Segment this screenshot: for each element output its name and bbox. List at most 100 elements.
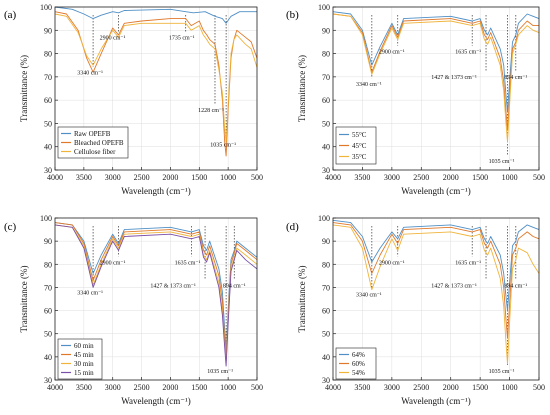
y-tick-label: 30 (44, 166, 52, 175)
y-tick-label: 80 (44, 50, 52, 59)
x-tick-label: 3000 (105, 173, 121, 182)
y-tick-label: 100 (318, 214, 330, 223)
y-tick-label: 60 (322, 96, 330, 105)
series-line-35-c (332, 13, 540, 143)
peak-annotation: 3340 cm⁻¹ (356, 82, 382, 88)
peak-annotation: 1735 cm⁻¹ (169, 36, 195, 42)
x-tick-label: 2000 (443, 383, 459, 392)
x-tick-label: 4000 (47, 383, 63, 392)
peak-annotation: 2900 cm⁻¹ (379, 260, 405, 266)
y-tick-label: 50 (322, 119, 330, 128)
y-tick-label: 80 (44, 260, 52, 269)
peak-annotation: 1035 cm⁻¹ (489, 159, 515, 165)
y-tick-label: 40 (322, 143, 330, 152)
y-tick-label: 60 (322, 307, 330, 316)
y-tick-label: 90 (322, 26, 330, 35)
series-line-cellulose-fiber (54, 13, 258, 143)
legend-label: Bleached OPEFB (74, 139, 124, 147)
y-tick-label: 70 (44, 73, 52, 82)
legend-label: 30 min (74, 360, 94, 368)
x-tick-label: 500 (533, 173, 545, 182)
peak-annotation: 1427 & 1373 cm⁻¹ (431, 75, 477, 81)
plot-frame (332, 6, 540, 171)
chart-panel-1: 4000 3500 3000 2500 2000 1500 1000 500 30 40 50 60 7… (4, 3, 263, 196)
legend-label: 45 min (74, 351, 94, 359)
legend-label: 45°C (352, 142, 367, 150)
panel-label: (c) (4, 221, 17, 233)
x-tick-label: 500 (251, 173, 263, 182)
peak-annotation: 1035 cm⁻¹ (489, 369, 515, 375)
panel-label: (a) (4, 9, 17, 21)
x-tick-label: 1500 (472, 173, 488, 182)
x-axis-label: Wavelength (cm⁻¹) (401, 186, 470, 196)
y-axis-label: Transmittance (%) (19, 266, 29, 333)
legend-label: 35°C (352, 153, 367, 161)
series-line-60-min (54, 222, 258, 351)
y-axis-label: Transmittance (%) (297, 55, 307, 122)
y-tick-label: 100 (40, 3, 52, 12)
x-tick-label: 3500 (354, 173, 370, 182)
y-tick-label: 30 (322, 376, 330, 385)
y-tick-label: 90 (44, 237, 52, 246)
peak-annotation: 894 cm⁻¹ (504, 283, 527, 289)
x-tick-label: 4000 (325, 383, 341, 392)
y-tick-label: 50 (44, 330, 52, 339)
series-line-15-min (54, 224, 258, 367)
x-tick-label: 3500 (354, 383, 370, 392)
y-tick-label: 90 (322, 237, 330, 246)
x-tick-label: 2000 (162, 173, 178, 182)
x-tick-label: 500 (533, 383, 545, 392)
peak-annotation: 3340 cm⁻¹ (356, 293, 382, 299)
peak-annotation: 3340 cm⁻¹ (77, 71, 103, 77)
x-tick-label: 2500 (413, 173, 429, 182)
peak-annotation: 1635 cm⁻¹ (455, 260, 481, 266)
x-tick-label: 1000 (502, 383, 518, 392)
x-tick-label: 2000 (443, 173, 459, 182)
peak-annotation: 1635 cm⁻¹ (455, 50, 481, 56)
x-axis-label: Wavelength (cm⁻¹) (121, 186, 190, 196)
y-tick-label: 50 (322, 330, 330, 339)
x-tick-label: 3500 (76, 173, 92, 182)
y-tick-label: 70 (322, 283, 330, 292)
y-axis-label: Transmittance (%) (19, 55, 29, 122)
chart-panel-2: 4000 3500 3000 2500 2000 1500 1000 500 30 40 50 60 7… (286, 3, 545, 196)
peak-annotation: 1427 & 1373 cm⁻¹ (431, 283, 477, 289)
legend: 64%60%54% (335, 347, 377, 380)
x-tick-label: 1500 (472, 383, 488, 392)
legend-label: 60% (352, 360, 365, 368)
x-tick-label: 4000 (325, 173, 341, 182)
y-tick-label: 90 (44, 26, 52, 35)
y-tick-label: 60 (44, 96, 52, 105)
legend-label: Cellulose fiber (74, 148, 116, 156)
peak-annotation: 2900 cm⁻¹ (100, 36, 126, 42)
series-line-45-c (332, 13, 539, 131)
y-tick-label: 40 (322, 353, 330, 362)
plot-frame (54, 6, 258, 171)
peak-annotation: 3340 cm⁻¹ (77, 290, 103, 296)
x-tick-label: 2500 (134, 173, 150, 182)
x-tick-label: 3500 (76, 383, 92, 392)
y-tick-label: 50 (44, 119, 52, 128)
legend-label: 60 min (74, 342, 94, 350)
peak-annotation: 2900 cm⁻¹ (379, 50, 405, 56)
y-axis-label: Transmittance (%) (297, 266, 307, 333)
x-axis-label: Wavelength (cm⁻¹) (401, 396, 470, 406)
x-tick-label: 2000 (162, 383, 178, 392)
x-tick-label: 500 (251, 383, 263, 392)
peak-annotation: 894 cm⁻¹ (504, 75, 527, 81)
series-line-raw-opefb (54, 6, 257, 24)
y-tick-label: 40 (44, 353, 52, 362)
y-tick-label: 80 (322, 50, 330, 59)
x-tick-label: 2500 (134, 383, 150, 392)
series-line-60- (332, 222, 540, 339)
series-line-bleached-opefb (54, 11, 258, 157)
chart-panel-3: 4000 3500 3000 2500 2000 1500 1000 500 30 40 50 60 7… (4, 214, 263, 406)
legend-label: 64% (352, 351, 365, 359)
y-tick-label: 100 (318, 3, 330, 12)
chart-panel-4: 4000 3500 3000 2500 2000 1500 1000 500 30 40 50 60 7… (286, 214, 545, 406)
panel-label: (d) (286, 221, 299, 233)
peak-annotation: 2900 cm⁻¹ (100, 260, 126, 266)
x-tick-label: 1000 (502, 173, 518, 182)
